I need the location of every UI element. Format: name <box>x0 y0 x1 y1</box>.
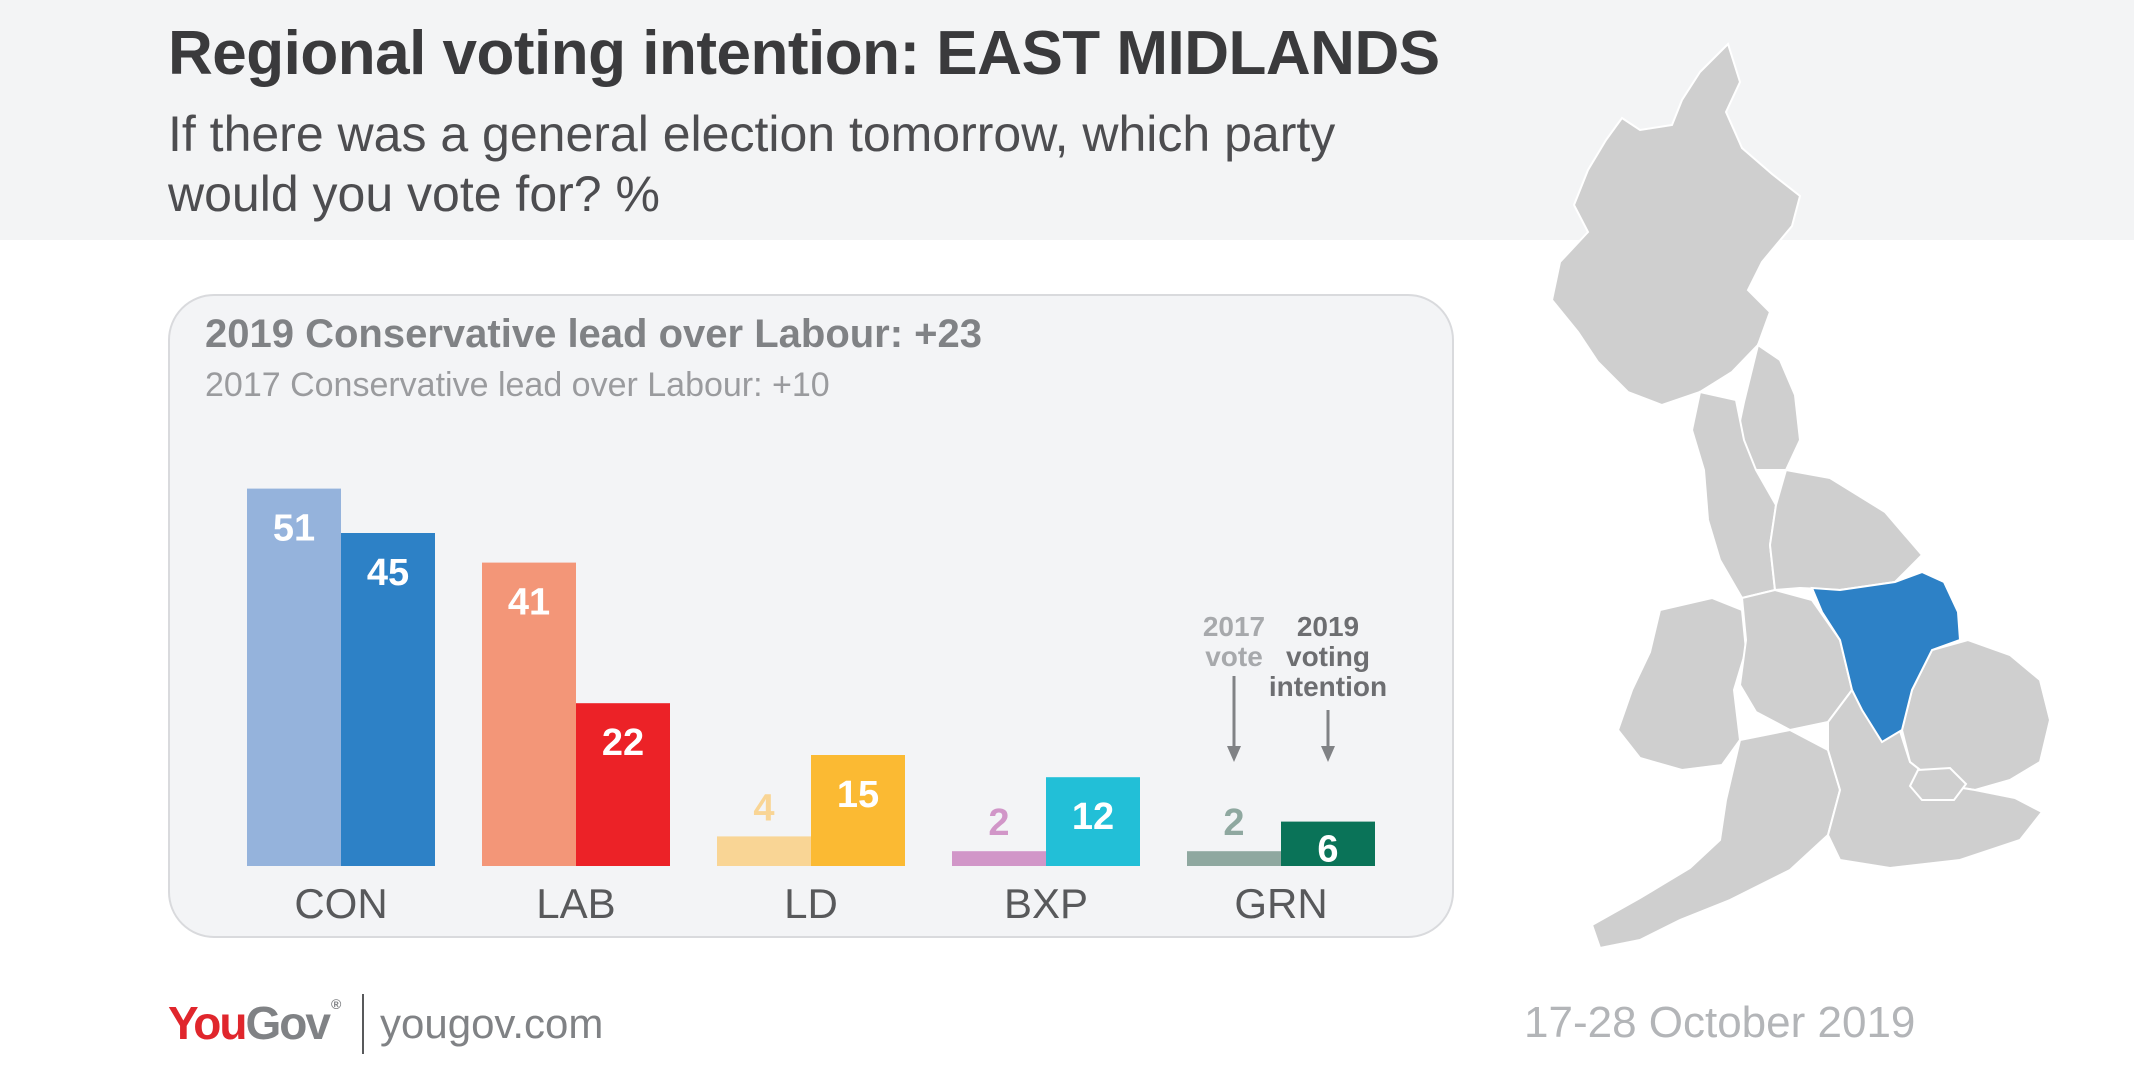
value-label-2017-bxp: 2 <box>988 802 1009 844</box>
page-subtitle: If there was a general election tomorrow… <box>168 106 1336 222</box>
value-label-2019-con: 45 <box>367 552 409 594</box>
map-scotland <box>1550 42 1802 407</box>
bar-2019-bxp <box>1046 777 1140 866</box>
value-label-2017-con: 51 <box>273 508 315 550</box>
annotation-2019-line: 2019 <box>1297 611 1359 642</box>
bar-2017-ld <box>717 836 811 866</box>
value-label-2017-grn: 2 <box>1223 802 1244 844</box>
value-label-2017-lab: 41 <box>508 582 550 624</box>
logo-registered-mark: ® <box>330 996 341 1012</box>
arrow-head-2019 <box>1321 746 1335 762</box>
bar-2019-lab <box>576 703 670 866</box>
footer-divider <box>362 994 364 1054</box>
category-label-grn: GRN <box>1234 880 1327 927</box>
annotation-2019-line: intention <box>1269 671 1387 702</box>
bar-2017-grn <box>1187 851 1281 866</box>
value-label-2019-grn: 6 <box>1317 829 1338 871</box>
map-east-midlands <box>1810 570 1962 744</box>
annotation-2017-line: 2017 <box>1203 611 1265 642</box>
value-label-2019-bxp: 12 <box>1072 796 1114 838</box>
fieldwork-date: 17-28 October 2019 <box>1524 998 1916 1047</box>
logo-you: You <box>168 997 247 1049</box>
page-title: Regional voting intention: EAST MIDLANDS <box>168 19 1440 88</box>
lead-2019-text: 2019 Conservative lead over Labour: +23 <box>205 312 983 356</box>
bar-2019-ld <box>811 755 905 866</box>
bar-2019-con <box>341 533 435 866</box>
category-label-bxp: BXP <box>1004 880 1088 927</box>
annotation-2019-line: voting <box>1286 641 1370 672</box>
uk-map <box>1550 42 2052 950</box>
category-label-ld: LD <box>784 880 838 927</box>
value-label-2017-ld: 4 <box>753 787 774 829</box>
bar-2017-lab <box>482 562 576 866</box>
arrow-head-2017 <box>1227 746 1241 762</box>
logo-gov: Gov <box>245 997 330 1049</box>
bar-2017-con <box>247 488 341 866</box>
lead-2017-text: 2017 Conservative lead over Labour: +10 <box>205 366 830 404</box>
yougov-logo[interactable]: YouGov ® <box>168 996 341 1050</box>
bar-2019-grn <box>1281 821 1375 866</box>
annotation-2017-line: vote <box>1205 641 1263 672</box>
category-label-lab: LAB <box>536 880 615 927</box>
category-label-con: CON <box>294 880 387 927</box>
footer-url-link[interactable]: yougov.com <box>380 1000 604 1047</box>
bar-2017-bxp <box>952 851 1046 866</box>
map-wales <box>1616 596 1748 772</box>
map-london <box>1908 766 1968 801</box>
map-yorkshire <box>1768 468 1924 592</box>
value-label-2019-ld: 15 <box>837 774 879 816</box>
value-label-2019-lab: 22 <box>602 722 644 764</box>
